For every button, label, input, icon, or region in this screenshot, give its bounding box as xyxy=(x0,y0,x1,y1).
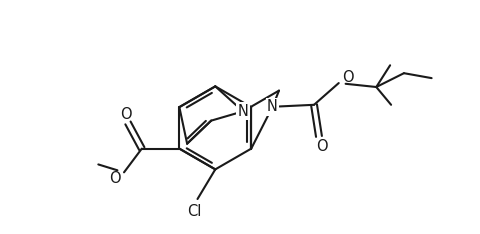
Text: O: O xyxy=(120,106,132,121)
Text: O: O xyxy=(316,139,328,154)
Text: O: O xyxy=(109,171,121,186)
Text: N: N xyxy=(238,104,249,119)
Text: N: N xyxy=(267,99,278,114)
Text: O: O xyxy=(342,70,353,85)
Text: Cl: Cl xyxy=(187,204,202,219)
